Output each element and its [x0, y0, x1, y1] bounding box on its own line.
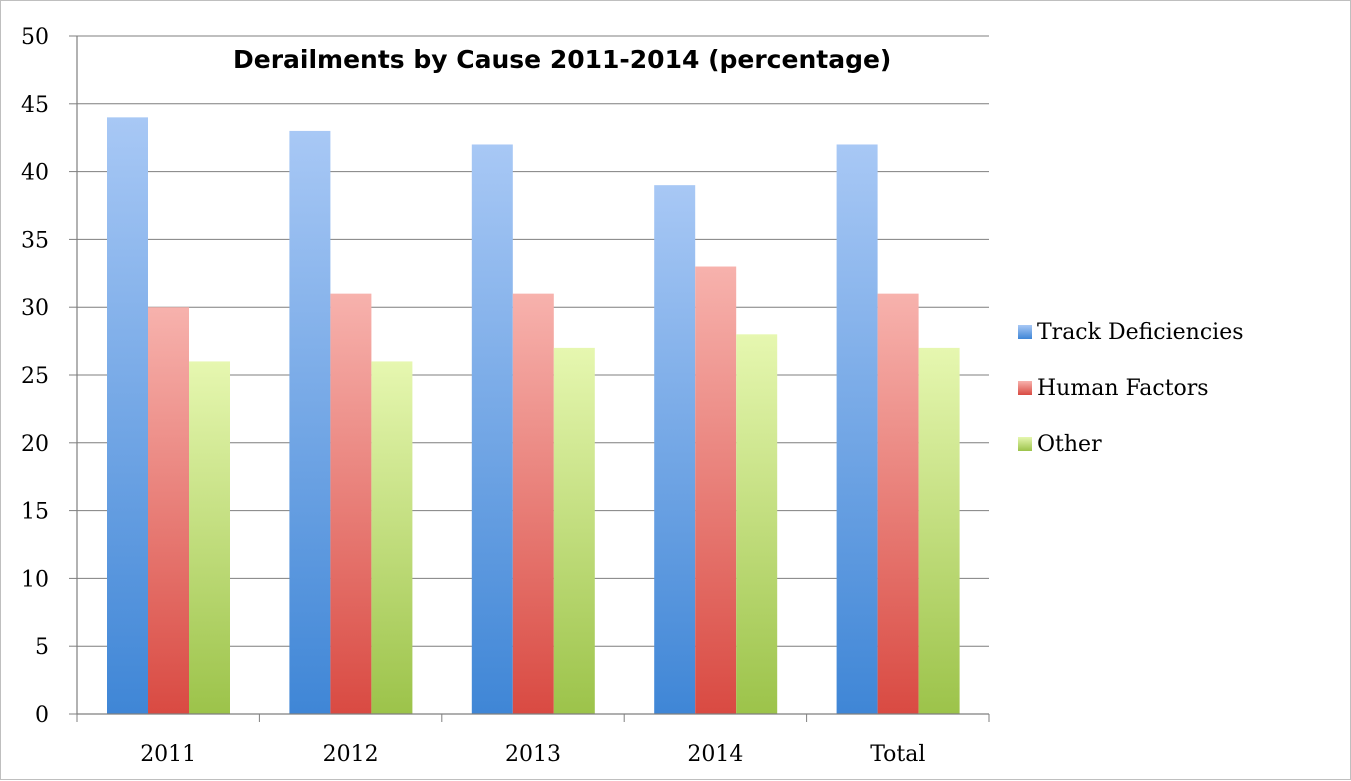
x-tick-label: Total	[870, 742, 925, 767]
y-tick-label: 0	[35, 703, 49, 728]
y-tick-label: 25	[21, 364, 49, 389]
y-tick-label: 40	[21, 161, 49, 186]
legend: Track Deficiencies Human Factors Other	[1018, 320, 1244, 457]
x-tick-label: 2014	[687, 742, 743, 767]
bar-other-total	[918, 347, 960, 714]
bar-human-factors-total	[877, 293, 919, 714]
x-tick-label: 2011	[140, 742, 196, 767]
legend-label-track-deficiencies: Track Deficiencies	[1037, 320, 1244, 345]
bar-track-deficiencies-2012	[289, 130, 331, 715]
bar-other-2014	[736, 334, 778, 714]
y-tick-label: 15	[21, 500, 49, 525]
bar-other-2011	[189, 361, 230, 714]
bar-human-factors-2013	[512, 293, 554, 714]
y-tick-label: 35	[21, 228, 49, 253]
bar-human-factors-2014	[695, 266, 737, 714]
legend-swatch-other	[1018, 437, 1032, 451]
y-tick-label: 10	[21, 567, 49, 592]
axes-layer: 0 5 10 15 20 25 30 35 40 45 50 2011 2012 2013 2014 Tota…	[21, 25, 990, 767]
bar-human-factors-2011	[148, 307, 189, 714]
bar-track-deficiencies-2013	[471, 144, 513, 715]
legend-swatch-track-deficiencies	[1018, 325, 1032, 339]
y-tick-label: 50	[21, 25, 49, 50]
y-tick-label: 45	[21, 93, 49, 118]
bar-human-factors-2012	[330, 293, 372, 714]
bar-track-deficiencies-2011	[107, 117, 148, 715]
legend-label-human-factors: Human Factors	[1037, 376, 1209, 401]
legend-swatch-human-factors	[1018, 381, 1032, 395]
bars-layer	[107, 117, 960, 715]
y-tick-label: 30	[21, 296, 49, 321]
x-tick-label: 2013	[505, 742, 561, 767]
y-tick-label: 5	[35, 635, 49, 660]
chart-title: Derailments by Cause 2011-2014 (percenta…	[233, 45, 891, 74]
bar-other-2012	[371, 361, 413, 714]
y-tick-label: 20	[21, 432, 49, 457]
x-tick-label: 2012	[323, 742, 379, 767]
bar-other-2013	[553, 347, 595, 714]
bar-track-deficiencies-total	[836, 144, 878, 715]
bar-track-deficiencies-2014	[654, 185, 696, 714]
legend-label-other: Other	[1037, 432, 1102, 457]
